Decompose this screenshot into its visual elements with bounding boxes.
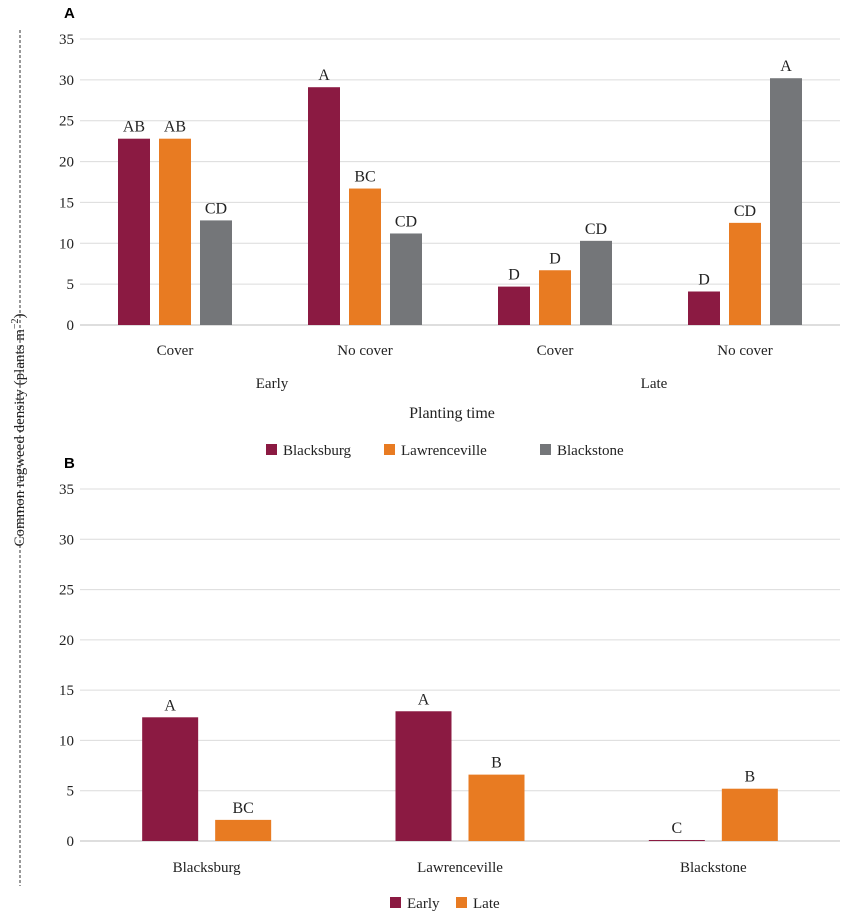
b-bar-early-1 — [395, 711, 452, 841]
a-bar-lawrenceville-3 — [729, 222, 761, 325]
b-category-2: Blackstone — [680, 860, 747, 876]
a-category-0: Cover — [157, 343, 194, 359]
b-bar-label-late-0: BC — [232, 800, 253, 817]
a-bar-label-blackstone-2: CD — [585, 221, 607, 238]
a-y-tick-30: 30 — [59, 73, 74, 89]
a-legend-label-lawrenceville: Lawrenceville — [401, 443, 487, 459]
a-bar-blacksburg-2 — [498, 286, 530, 325]
panel-a-legend: Blacksburg Lawrenceville Blackstone — [266, 443, 624, 459]
a-legend-swatch-blackstone — [540, 444, 551, 455]
a-legend-swatch-lawrenceville — [384, 444, 395, 455]
a-bar-label-blacksburg-3: D — [698, 271, 710, 288]
b-bar-late-2 — [721, 788, 778, 841]
a-bar-blackstone-2 — [580, 240, 612, 325]
a-bar-blacksburg-1 — [308, 87, 340, 325]
b-legend-label-early: Early — [407, 896, 440, 912]
panel-b-category-labels: Blacksburg Lawrenceville Blackstone — [173, 860, 747, 876]
panel-a-group-labels: Early Late — [256, 376, 668, 392]
panel-a-chart: A 0 5 10 15 20 25 30 35 AB AB CD A BC CD D D CD D CD A Cov… — [59, 5, 840, 459]
panel-a-y-ticks: 0 5 10 15 20 25 30 35 — [59, 32, 74, 334]
a-bar-blackstone-0 — [200, 220, 232, 325]
b-y-tick-15: 15 — [59, 683, 74, 699]
a-bar-label-blackstone-1: CD — [395, 213, 417, 230]
b-y-tick-30: 30 — [59, 532, 74, 548]
a-bar-label-lawrenceville-2: D — [549, 250, 561, 267]
b-bar-label-early-0: A — [164, 697, 176, 714]
a-y-tick-10: 10 — [59, 236, 74, 252]
a-bar-blackstone-1 — [390, 233, 422, 325]
b-bar-label-early-2: C — [671, 820, 682, 837]
b-y-tick-5: 5 — [67, 784, 75, 800]
a-legend-label-blackstone: Blackstone — [557, 443, 624, 459]
b-y-tick-10: 10 — [59, 733, 74, 749]
b-bar-late-0 — [215, 819, 272, 841]
panel-b-gridlines — [80, 488, 840, 842]
b-bar-late-1 — [468, 774, 525, 841]
b-legend-label-late: Late — [473, 896, 500, 912]
a-bar-label-blacksburg-2: D — [508, 267, 520, 284]
a-y-tick-15: 15 — [59, 195, 74, 211]
panel-a-label: A — [64, 5, 75, 22]
a-category-2: Cover — [537, 343, 574, 359]
a-bar-lawrenceville-2 — [539, 270, 571, 325]
a-bar-label-lawrenceville-1: BC — [354, 169, 375, 186]
y-axis-label: Common ragweed density (plants m−2) — [10, 313, 28, 546]
panel-b-legend: Early Late — [390, 896, 500, 912]
b-y-tick-25: 25 — [59, 583, 74, 599]
panel-b-label: B — [64, 455, 75, 472]
a-legend-label-blacksburg: Blacksburg — [283, 443, 352, 459]
panel-a-x-axis-title: Planting time — [409, 405, 495, 422]
a-y-tick-20: 20 — [59, 155, 74, 171]
b-legend-swatch-late — [456, 897, 467, 908]
a-bar-label-blackstone-3: A — [780, 58, 792, 75]
a-bar-blacksburg-0 — [118, 138, 150, 325]
panel-a-bars — [118, 78, 802, 325]
a-bar-label-lawrenceville-3: CD — [734, 203, 756, 220]
b-category-0: Blacksburg — [173, 860, 242, 876]
a-bar-label-blacksburg-0: AB — [123, 119, 145, 136]
b-category-1: Lawrenceville — [417, 860, 503, 876]
a-bar-label-blackstone-0: CD — [205, 200, 227, 217]
b-y-tick-35: 35 — [59, 482, 74, 498]
a-y-tick-25: 25 — [59, 114, 74, 130]
a-category-1: No cover — [337, 343, 392, 359]
a-y-tick-35: 35 — [59, 32, 74, 48]
panel-b-y-ticks: 0 5 10 15 20 25 30 35 — [59, 482, 74, 850]
b-y-tick-0: 0 — [67, 834, 75, 850]
b-legend-swatch-early — [390, 897, 401, 908]
a-bar-blacksburg-3 — [688, 291, 720, 325]
a-bar-label-blacksburg-1: A — [318, 67, 330, 84]
b-y-tick-20: 20 — [59, 633, 74, 649]
b-bar-label-late-2: B — [744, 769, 755, 786]
b-bar-early-2 — [648, 839, 705, 841]
a-category-3: No cover — [717, 343, 772, 359]
panel-a-bar-labels: AB AB CD A BC CD D D CD D CD A — [123, 58, 792, 288]
b-bar-early-0 — [142, 717, 199, 841]
b-bar-label-early-1: A — [418, 691, 430, 708]
b-bar-label-late-1: B — [491, 755, 502, 772]
a-bar-lawrenceville-1 — [349, 188, 381, 325]
panel-a-category-labels: Cover No cover Cover No cover — [157, 343, 773, 359]
a-group-label-early: Early — [256, 376, 289, 392]
a-bar-blackstone-3 — [770, 78, 802, 325]
a-y-tick-0: 0 — [67, 318, 75, 334]
a-bar-lawrenceville-0 — [159, 138, 191, 325]
a-group-label-late: Late — [641, 376, 668, 392]
panel-a-gridlines — [80, 38, 840, 326]
a-y-tick-5: 5 — [67, 277, 75, 293]
panel-b-bars — [142, 711, 778, 841]
a-bar-label-lawrenceville-0: AB — [164, 119, 186, 136]
a-legend-swatch-blacksburg — [266, 444, 277, 455]
